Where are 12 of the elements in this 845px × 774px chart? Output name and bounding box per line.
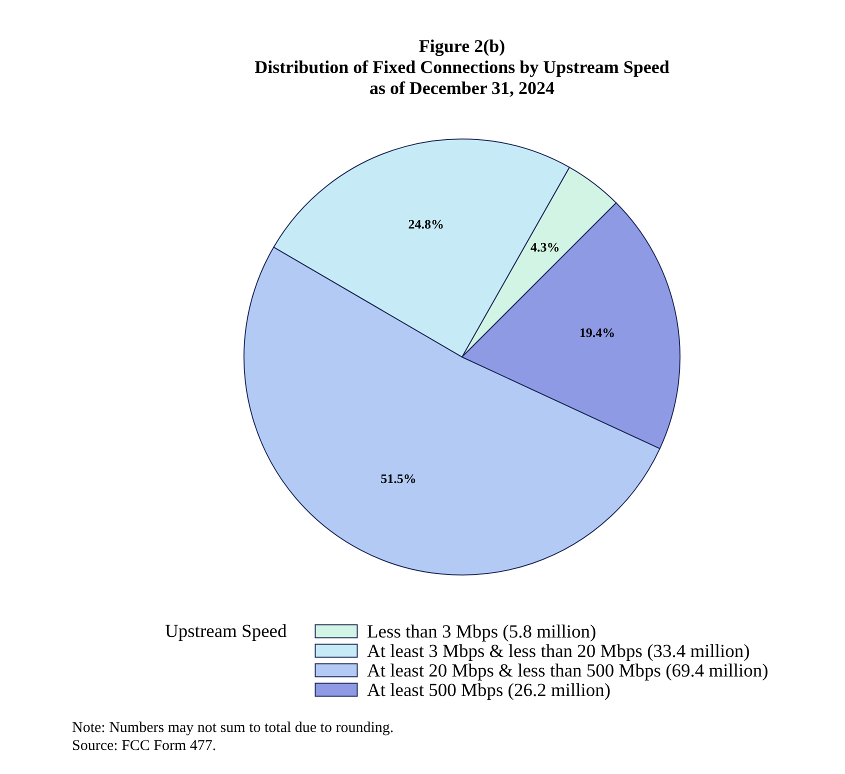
data-label: 24.8% [408, 216, 444, 232]
data-label: 19.4% [579, 324, 616, 340]
text: Note: Numbers may not sum to total due to rounding. [72, 720, 394, 736]
legend-label: At least 3 Mbps & less than 20 Mbps (33.4 million) [367, 642, 750, 662]
source-note: Source: FCC Form 477. [72, 738, 216, 754]
legend-label: Less than 3 Mbps (5.8 million) [367, 622, 596, 642]
legend-label: At least 20 Mbps & less than 500 Mbps (69.4 million) [367, 661, 768, 682]
data-label: 51.5% [380, 470, 416, 486]
legend-label: At least 500 Mbps (26.2 million) [367, 680, 611, 701]
chart-title: Figure 2(b) Distribution of Fixed Connections by Upstream Speed as of December 31, 2024 [254, 36, 670, 98]
legend-title: Upstream Speed [165, 622, 288, 642]
data-label: 4.3% [530, 240, 560, 255]
